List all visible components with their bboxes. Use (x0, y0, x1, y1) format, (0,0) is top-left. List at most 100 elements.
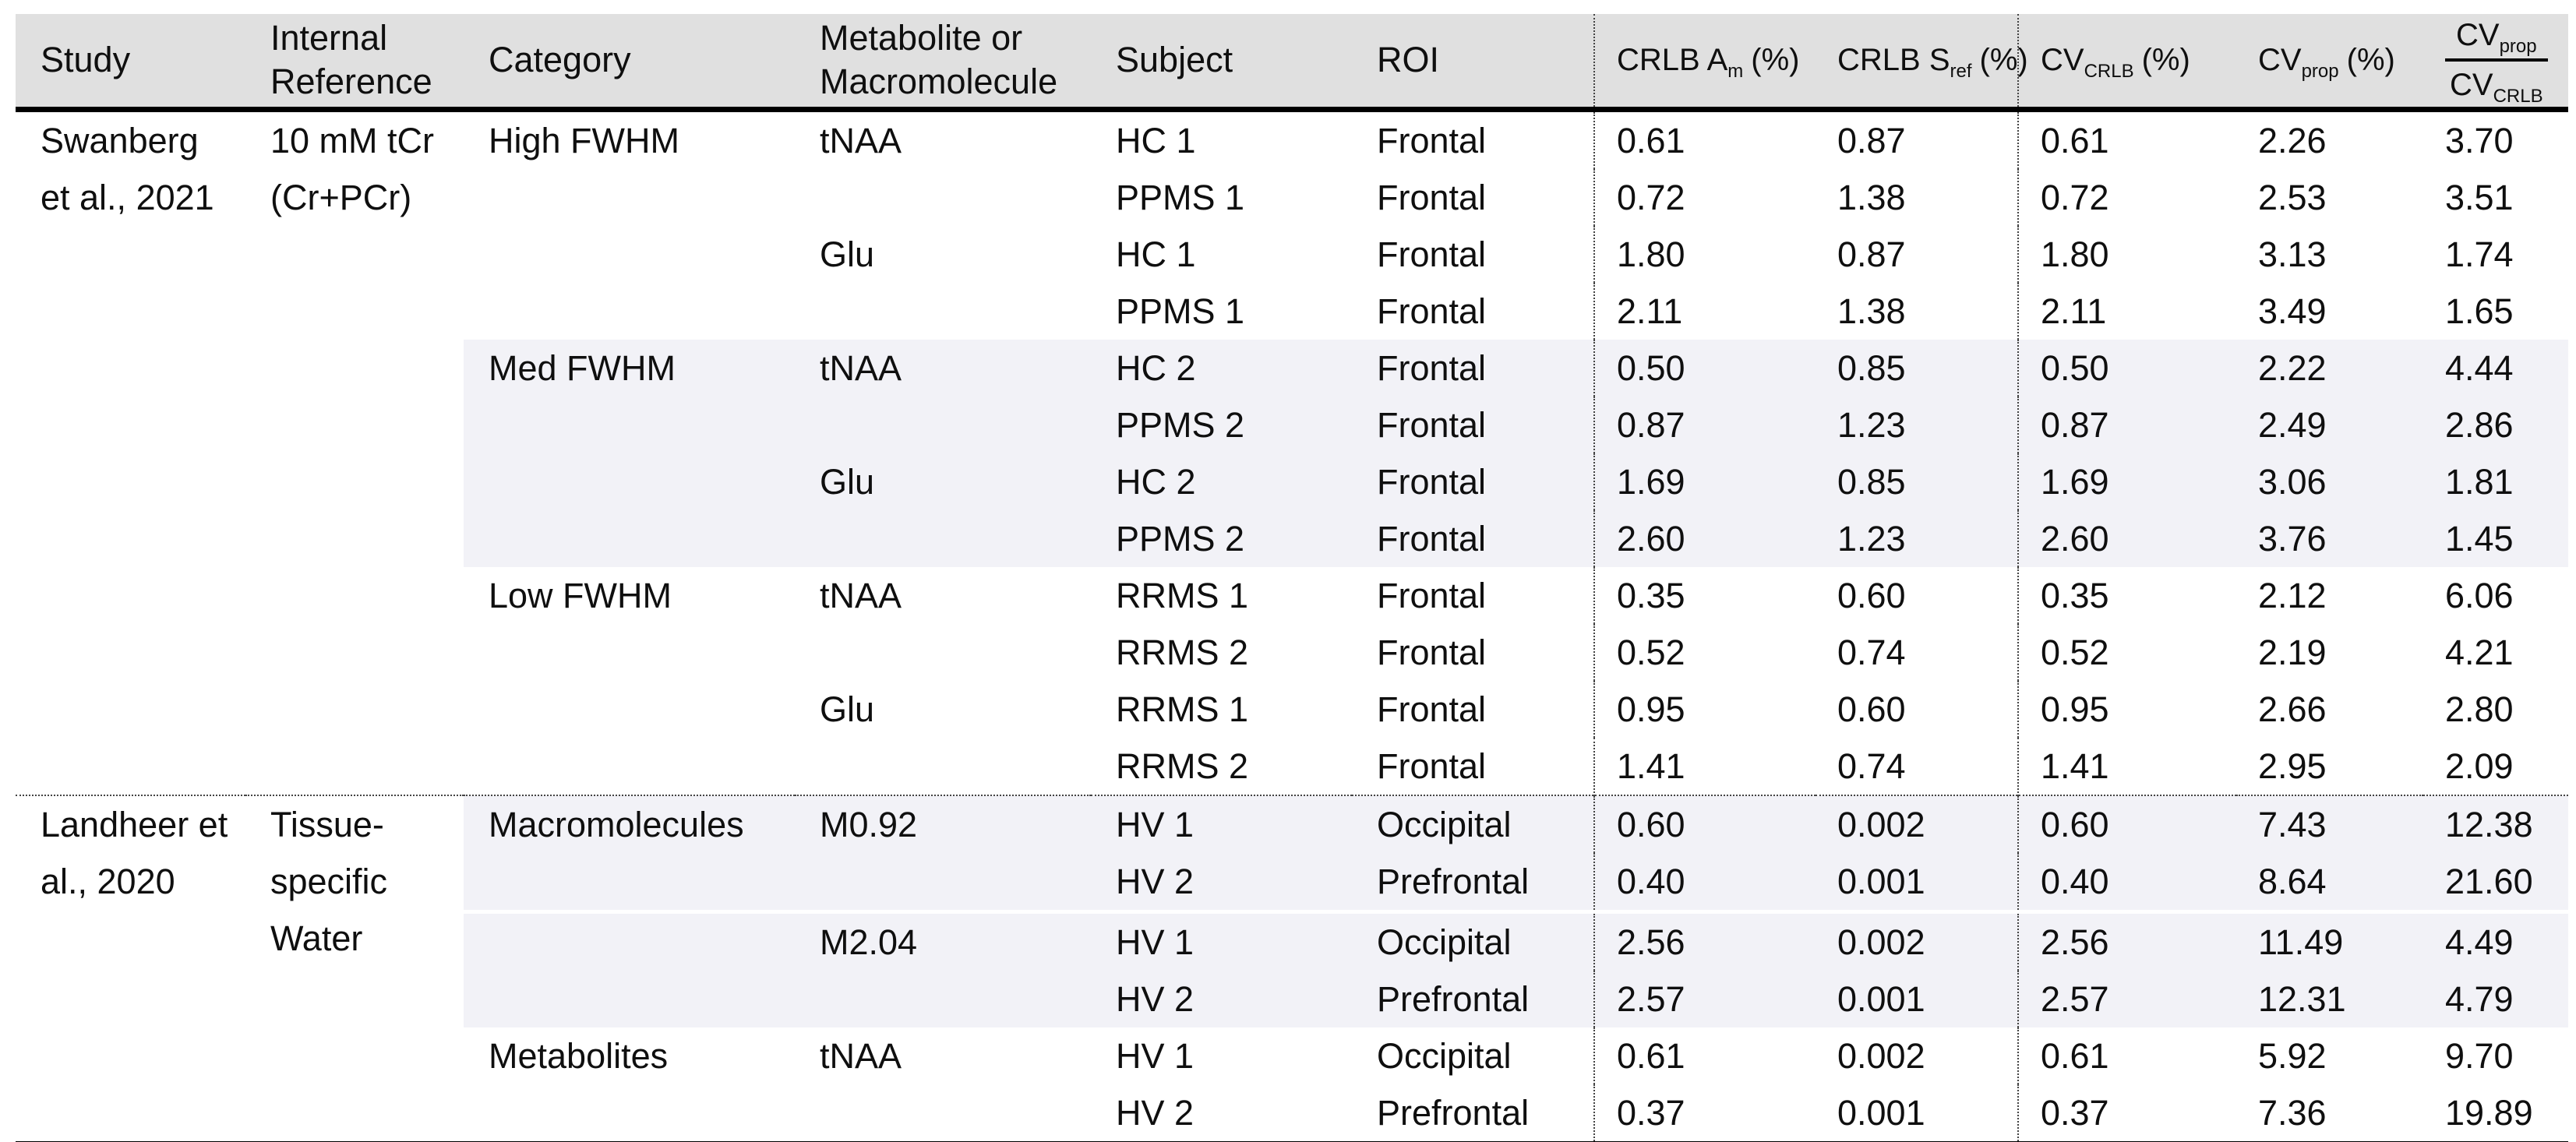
cell-metabolite: Glu (820, 689, 875, 729)
cell-cv-prop: 2.22 (2236, 339, 2423, 397)
cell-metabolite: M2.04 (795, 909, 1091, 1027)
cell-internal-reference: 10 mM tCr (Cr+PCr) (270, 120, 435, 217)
cell-cv-crlb: 0.52 (2017, 623, 2236, 681)
cell-crlb-sref: 0.001 (1816, 970, 2018, 1027)
cell-cv-prop: 2.26 (2258, 120, 2327, 160)
header-row: Study Internal Reference Category Metabo… (16, 14, 2568, 112)
cell-roi: Frontal (1352, 453, 1594, 510)
cell-cv-crlb: 2.60 (2017, 509, 2236, 567)
cell-cv-ratio: 9.70 (2445, 1035, 2514, 1076)
cell-crlb-am: 0.61 (1593, 1027, 1816, 1084)
table-row: PPMS 2 Frontal 0.87 1.23 0.87 2.49 2.86 (16, 396, 2568, 453)
table-row: HV 2 Prefrontal 2.57 0.001 2.57 12.31 4.… (16, 970, 2568, 1027)
cell-metabolite: Glu (795, 453, 1091, 567)
cell-cv-crlb: 1.69 (2017, 453, 2236, 510)
cell-subject: HV 2 (1091, 852, 1352, 911)
cell-crlb-sref: 0.74 (1837, 632, 1906, 672)
cell-roi: Occipital (1352, 909, 1594, 971)
cell-roi: Frontal (1377, 291, 1487, 331)
cell-subject: PPMS 2 (1091, 509, 1352, 567)
cell-cv-crlb: 0.87 (2017, 396, 2236, 453)
cell-cv-ratio: 2.80 (2445, 689, 2514, 729)
cell-internal-reference: Tissue-specific Water (245, 794, 464, 1142)
table-row: HV 2 Prefrontal 0.37 0.001 0.37 7.36 19.… (16, 1084, 2568, 1142)
table-row: Glu HC 2 Frontal 1.69 0.85 1.69 3.06 1.8… (16, 453, 2568, 567)
cell-category-spacer (464, 909, 795, 1027)
cell-subject: HC 1 (1116, 234, 1196, 274)
cell-category: High FWHM (489, 120, 679, 160)
cell-crlb-sref: 0.85 (1816, 339, 2018, 397)
cell-cv-crlb: 0.72 (2017, 168, 2236, 226)
cell-crlb-am: 0.52 (1593, 623, 1816, 681)
cell-cv-ratio: 1.81 (2423, 453, 2568, 510)
cell-crlb-sref: 0.85 (1816, 453, 2018, 510)
cell-roi: Frontal (1377, 632, 1487, 672)
cell-crlb-am: 2.56 (1593, 909, 1816, 971)
column-header-cv-prop: CVprop (%) (2236, 14, 2423, 112)
cell-roi: Occipital (1377, 1035, 1512, 1076)
table-row: Glu HC 1 Frontal 1.80 0.87 1.80 3.13 1.7… (16, 225, 2568, 283)
cell-cv-prop: 5.92 (2258, 1035, 2327, 1076)
cell-subject: RRMS 2 (1116, 632, 1249, 672)
cell-cv-prop: 2.66 (2258, 689, 2327, 729)
cell-crlb-sref: 0.002 (1837, 1035, 1925, 1076)
cell-roi: Frontal (1377, 120, 1487, 160)
cell-crlb-sref: 1.23 (1816, 396, 2018, 453)
cell-roi: Prefrontal (1352, 970, 1594, 1027)
cell-subject: PPMS 2 (1091, 396, 1352, 453)
cell-subject: RRMS 2 (1116, 745, 1249, 786)
cell-crlb-am: 0.61 (1593, 109, 1816, 169)
cell-category: Macromolecules (464, 794, 795, 911)
cell-crlb-sref: 0.002 (1816, 794, 2018, 853)
cell-subject: HC 1 (1116, 120, 1196, 160)
cell-cv-crlb: 2.56 (2017, 909, 2236, 971)
column-header-study: Study (16, 14, 245, 112)
cell-crlb-sref: 0.87 (1837, 234, 1906, 274)
cell-crlb-sref: 0.001 (1816, 852, 2018, 911)
table-row: RRMS 2 Frontal 0.52 0.74 0.52 2.19 4.21 (16, 623, 2568, 681)
table-row: Glu RRMS 1 Frontal 0.95 0.60 0.95 2.66 2… (16, 680, 2568, 738)
cell-cv-ratio: 3.70 (2445, 120, 2514, 160)
cell-crlb-sref: 1.23 (1816, 509, 2018, 567)
cell-cv-prop: 7.43 (2236, 794, 2423, 853)
cell-cv-prop: 3.76 (2236, 509, 2423, 567)
cell-cv-crlb: 2.11 (2017, 282, 2236, 340)
cv-ratio-fraction: CVprop CVCRLB (2445, 18, 2548, 106)
cell-crlb-am: 2.60 (1593, 509, 1816, 567)
table-row: PPMS 1 Frontal 2.11 1.38 2.11 3.49 1.65 (16, 282, 2568, 340)
cell-crlb-am: 0.37 (1593, 1084, 1816, 1142)
cell-roi: Frontal (1352, 396, 1594, 453)
cell-cv-ratio: 6.06 (2445, 575, 2514, 615)
cell-study: Swanberg et al., 2021 (41, 120, 214, 217)
cell-roi: Prefrontal (1377, 1092, 1530, 1133)
cell-roi: Frontal (1352, 339, 1594, 397)
cell-roi: Frontal (1377, 575, 1487, 615)
cell-cv-prop: 2.12 (2258, 575, 2327, 615)
cell-crlb-am: 1.69 (1593, 453, 1816, 510)
cell-cv-ratio: 1.65 (2445, 291, 2514, 331)
cell-cv-prop: 3.49 (2258, 291, 2327, 331)
cell-subject: HV 1 (1091, 794, 1352, 853)
cell-subject: RRMS 1 (1116, 689, 1249, 729)
cell-cv-crlb: 1.80 (2017, 225, 2236, 283)
cell-cv-ratio: 1.74 (2445, 234, 2514, 274)
cell-cv-ratio: 2.86 (2423, 396, 2568, 453)
cell-cv-prop: 2.49 (2236, 396, 2423, 453)
cell-crlb-sref: 0.60 (1837, 689, 1906, 729)
cell-metabolite: tNAA (820, 575, 902, 615)
cell-study: Landheer et al., 2020 (16, 794, 245, 1142)
cell-cv-ratio: 21.60 (2423, 852, 2568, 911)
cell-cv-prop: 3.13 (2258, 234, 2327, 274)
cell-subject: HV 1 (1116, 1035, 1194, 1076)
cell-roi: Frontal (1377, 689, 1487, 729)
cell-metabolite: tNAA (820, 1035, 902, 1076)
cell-crlb-sref: 1.38 (1837, 291, 1906, 331)
cell-subject: HV 2 (1091, 970, 1352, 1027)
cell-cv-ratio: 12.38 (2423, 794, 2568, 853)
cell-cv-ratio: 3.51 (2445, 177, 2514, 217)
cell-crlb-am: 0.72 (1593, 168, 1816, 226)
cell-cv-crlb: 0.37 (2017, 1084, 2236, 1142)
cell-crlb-am: 0.87 (1593, 396, 1816, 453)
table-row: Landheer et al., 2020 Tissue-specific Wa… (16, 794, 2568, 1142)
table-row: HV 2 Prefrontal 0.40 0.001 0.40 8.64 21.… (16, 852, 2568, 911)
